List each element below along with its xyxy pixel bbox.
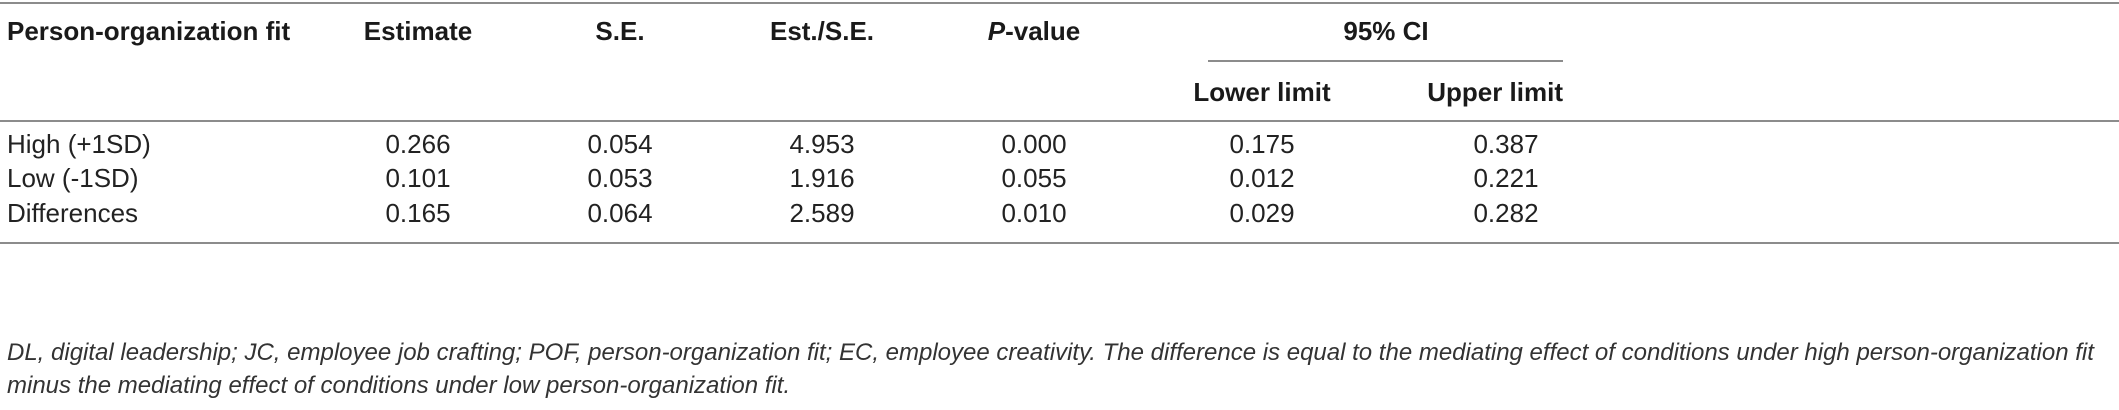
- header-p-rest: -value: [1005, 16, 1081, 46]
- cell-p-value: 0.000: [1001, 129, 1067, 159]
- cell-est-se: 2.589: [789, 198, 855, 228]
- cell-lower-limit: 0.029: [1229, 198, 1295, 228]
- table-footnote: DL, digital leadership; JC, employee job…: [7, 339, 2094, 399]
- table-bottom-rule: [0, 242, 2119, 244]
- header-95-ci: 95% CI: [1343, 16, 1429, 46]
- header-bottom-rule: [0, 120, 2119, 122]
- cell-lower-limit: 0.012: [1229, 163, 1295, 193]
- ci-group-rule: [1208, 60, 1563, 62]
- cell-upper-limit: 0.221: [1473, 163, 1539, 193]
- cell-estimate: 0.266: [385, 129, 451, 159]
- header-p-italic: P: [987, 16, 1006, 46]
- header-lower-limit: Lower limit: [1193, 77, 1331, 107]
- cell-p-value: 0.010: [1001, 198, 1067, 228]
- cell-se: 0.053: [587, 163, 653, 193]
- header-estimate: Estimate: [363, 16, 473, 46]
- cell-se: 0.054: [587, 129, 653, 159]
- header-se: S.E.: [595, 16, 645, 46]
- row-label-high: High (+1SD): [7, 129, 151, 159]
- cell-upper-limit: 0.282: [1473, 198, 1539, 228]
- cell-est-se: 4.953: [789, 129, 855, 159]
- cell-se: 0.064: [587, 198, 653, 228]
- cell-estimate: 0.165: [385, 198, 451, 228]
- row-label-differences: Differences: [7, 198, 139, 228]
- cell-estimate: 0.101: [385, 163, 451, 193]
- cell-est-se: 1.916: [789, 163, 855, 193]
- row-label-low: Low (-1SD): [7, 163, 139, 193]
- table-top-rule: [0, 2, 2119, 4]
- cell-lower-limit: 0.175: [1229, 129, 1295, 159]
- header-p-value: P-value: [988, 16, 1081, 46]
- header-person-organization-fit: Person-organization fit: [7, 16, 291, 46]
- cell-upper-limit: 0.387: [1473, 129, 1539, 159]
- header-upper-limit: Upper limit: [1427, 77, 1563, 107]
- header-est-se: Est./S.E.: [769, 16, 875, 46]
- cell-p-value: 0.055: [1001, 163, 1067, 193]
